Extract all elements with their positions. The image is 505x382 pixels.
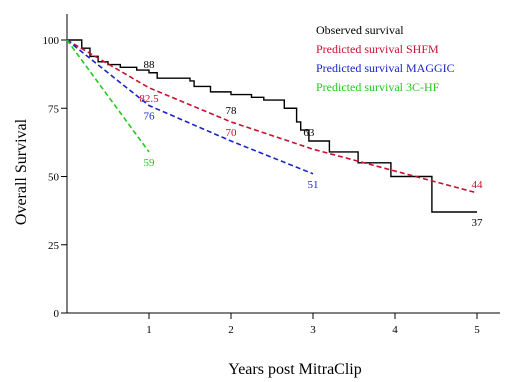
data-label: 78 xyxy=(226,105,238,117)
series-line-3 xyxy=(66,39,150,153)
y-tick-label: 50 xyxy=(48,172,60,184)
x-tick-label: 3 xyxy=(310,324,316,336)
series-line-observed xyxy=(67,39,477,213)
y-tick-label: 100 xyxy=(43,35,60,47)
data-label: 88 xyxy=(144,59,156,71)
y-tick-label: 25 xyxy=(48,240,60,252)
y-tick-label: 75 xyxy=(48,103,60,115)
data-label: 76 xyxy=(144,111,156,123)
legend-entry: Observed survival xyxy=(316,23,404,37)
data-label: 82.5 xyxy=(139,93,159,105)
data-label: 37 xyxy=(472,217,484,229)
x-tick-label: 1 xyxy=(146,324,152,336)
x-tick-label: 2 xyxy=(228,324,234,336)
legend-entry: Predicted survival 3C-HF xyxy=(316,80,440,94)
legend: Observed survival Predicted survival SHFM… xyxy=(316,23,455,94)
data-labels: 88 78 63 37 82.5 70 44 76 51 59 xyxy=(139,59,483,229)
data-label: 63 xyxy=(303,127,315,139)
series-line-2 xyxy=(66,39,314,175)
series-line-1 xyxy=(66,39,478,194)
data-label: 70 xyxy=(226,127,238,139)
x-tick-label: 5 xyxy=(474,324,480,336)
data-label: 44 xyxy=(472,179,484,191)
legend-entry: Predicted survival SHFM xyxy=(316,42,439,56)
y-axis-title: Overall Survival xyxy=(13,118,30,225)
data-label: 51 xyxy=(308,179,319,191)
data-label: 59 xyxy=(144,157,156,169)
legend-entry: Predicted survival MAGGIC xyxy=(316,61,455,75)
x-axis-title: Years post MitraClip xyxy=(228,361,362,378)
y-tick-label: 0 xyxy=(54,308,60,320)
series-layer xyxy=(66,39,478,213)
x-tick-label: 4 xyxy=(392,324,398,336)
